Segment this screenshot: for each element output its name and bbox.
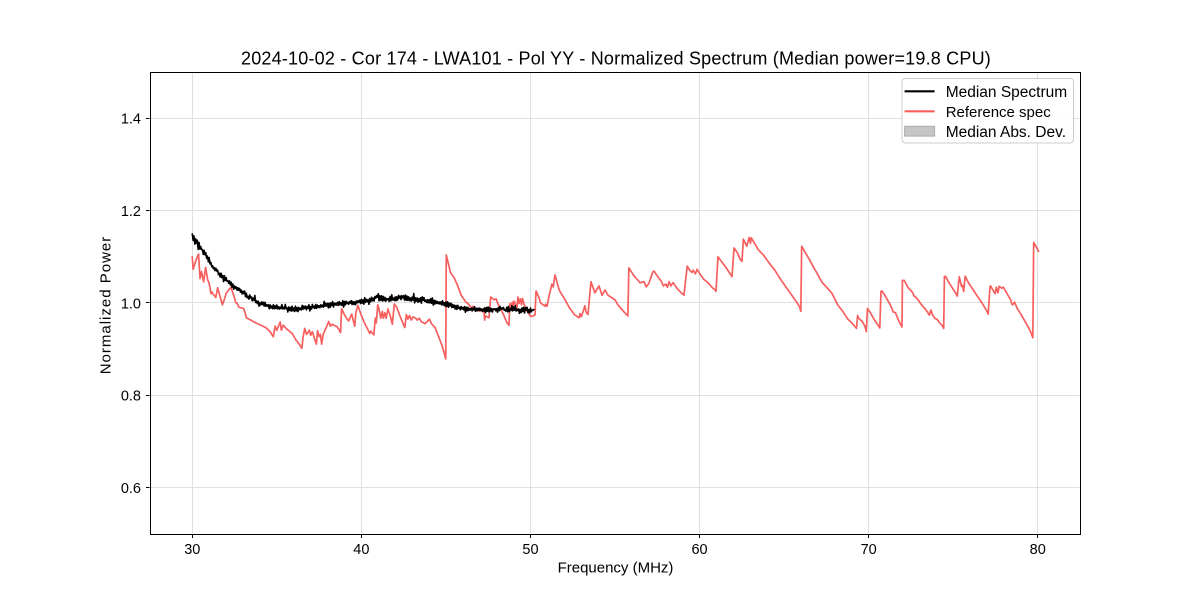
svg-text:1.4: 1.4 — [121, 112, 141, 128]
svg-text:0.8: 0.8 — [121, 389, 141, 405]
svg-text:Normalized Power: Normalized Power — [97, 236, 114, 375]
svg-text:1.0: 1.0 — [121, 296, 141, 312]
svg-text:Reference spec: Reference spec — [946, 104, 1052, 121]
svg-text:60: 60 — [691, 542, 707, 558]
svg-text:1.2: 1.2 — [121, 204, 141, 220]
svg-text:Median Spectrum: Median Spectrum — [946, 84, 1067, 101]
svg-text:50: 50 — [522, 542, 538, 558]
svg-text:80: 80 — [1030, 542, 1046, 558]
svg-text:40: 40 — [353, 542, 369, 558]
svg-text:70: 70 — [861, 542, 877, 558]
svg-text:Median Abs. Dev.: Median Abs. Dev. — [946, 124, 1066, 141]
svg-text:Frequency (MHz): Frequency (MHz) — [558, 560, 674, 577]
svg-text:30: 30 — [184, 542, 200, 558]
svg-text:2024-10-02 - Cor 174 - LWA101: 2024-10-02 - Cor 174 - LWA101 - Pol YY -… — [241, 49, 991, 69]
svg-text:0.6: 0.6 — [121, 481, 141, 497]
